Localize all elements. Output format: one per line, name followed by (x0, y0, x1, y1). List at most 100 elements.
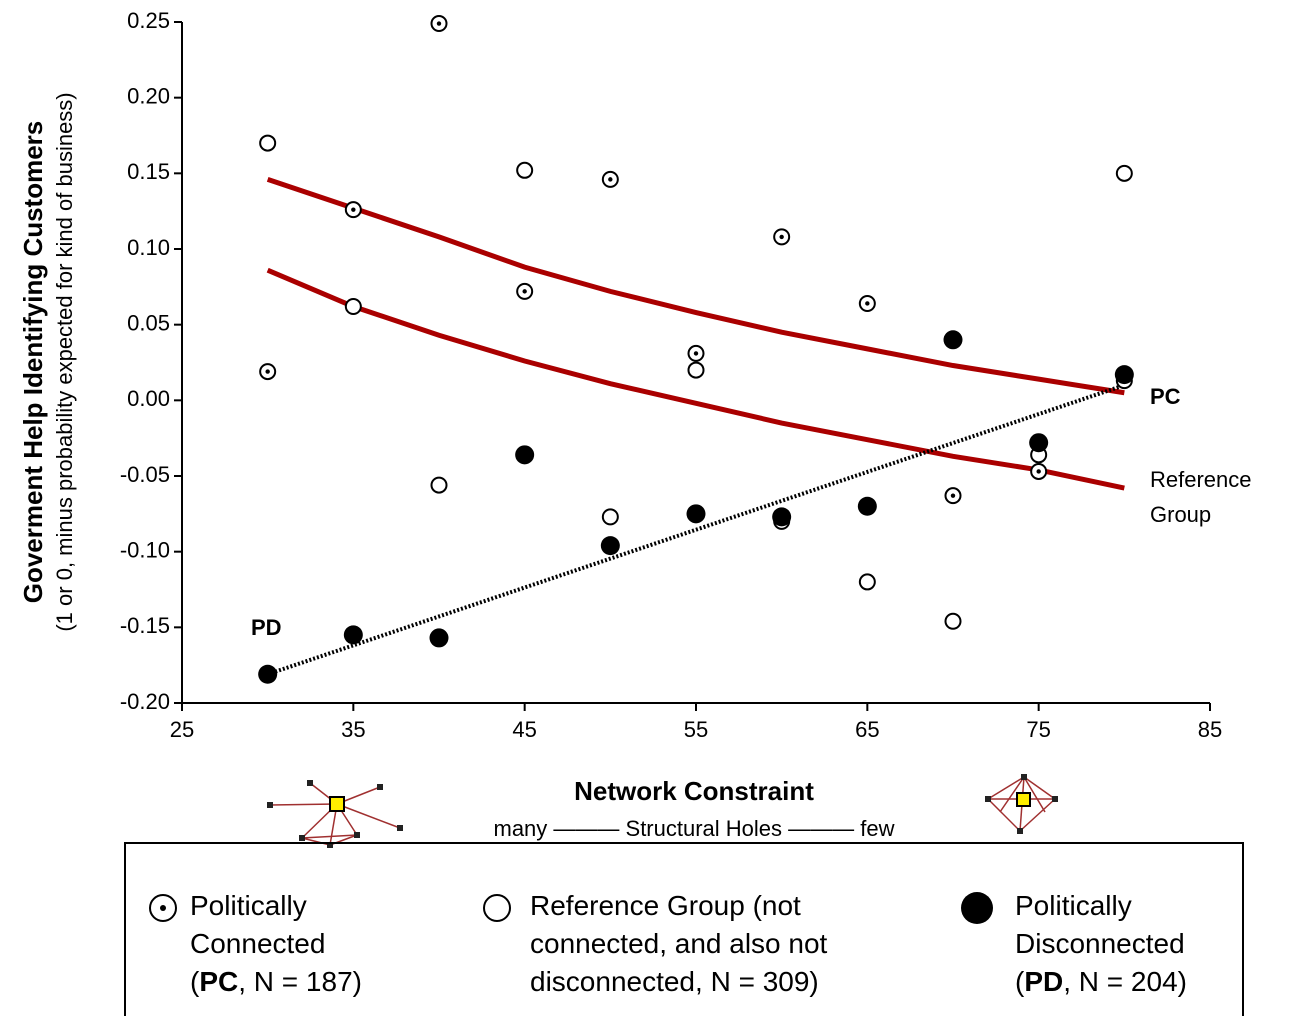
point (516, 282, 534, 300)
point (773, 228, 791, 246)
point (1029, 433, 1049, 453)
point (430, 476, 448, 494)
legend-label: Politically (190, 890, 307, 921)
point-ring (858, 573, 876, 591)
point (1114, 365, 1134, 385)
point (515, 445, 535, 465)
x-tick-label: 85 (1198, 717, 1222, 742)
legend-label: disconnected, N = 309) (530, 966, 819, 997)
point (483, 894, 511, 922)
point-ring (516, 161, 534, 179)
point (259, 134, 277, 152)
point (961, 892, 993, 924)
legend-text: Politically (1015, 890, 1132, 921)
point-ring (259, 134, 277, 152)
point-ring (944, 612, 962, 630)
legend-text: Connected (190, 928, 325, 959)
legend-label: Disconnected (1015, 928, 1185, 959)
y-axis-title: Goverment Help Identifying Customers (18, 121, 48, 604)
point-ring (601, 508, 619, 526)
point-dot (160, 905, 166, 911)
point (344, 201, 362, 219)
point-dot (693, 351, 699, 356)
legend-label: Reference Group (not (530, 890, 801, 921)
x-tick-label: 65 (855, 717, 879, 742)
point (601, 508, 619, 526)
x-axis-title: Network Constraint (574, 776, 814, 806)
point (687, 344, 705, 362)
legend-text: PC (199, 966, 238, 997)
x-tick-label: 35 (341, 717, 365, 742)
point-dot (522, 289, 527, 294)
point (772, 507, 792, 527)
x-tick-label: 75 (1026, 717, 1050, 742)
y-tick-label: 0.20 (127, 83, 170, 108)
fit-line (267, 383, 1125, 677)
legend-text: ( (190, 966, 200, 997)
point (344, 298, 362, 316)
point (600, 536, 620, 556)
point (149, 894, 177, 922)
x-tick-label: 45 (512, 717, 536, 742)
point (601, 170, 619, 188)
point-dot (351, 207, 356, 212)
point (943, 330, 963, 350)
fit-line (266, 177, 1125, 396)
y-tick-label: 0.00 (127, 386, 170, 411)
y-tick-label: -0.15 (120, 613, 170, 638)
legend-text: ( (1015, 966, 1025, 997)
point (259, 363, 277, 381)
annotation: PD (251, 615, 282, 640)
legend-text: Politically (190, 890, 307, 921)
point-dot (1036, 469, 1041, 474)
legend-text: connected, and also not (530, 928, 828, 959)
point-dot (608, 177, 613, 182)
point (858, 294, 876, 312)
y-axis-subtitle: (1 or 0, minus probability expected for … (52, 92, 77, 631)
point (516, 161, 534, 179)
fit-line (266, 267, 1125, 491)
point (430, 15, 448, 33)
point (857, 496, 877, 516)
point-dot (865, 301, 870, 306)
point-dot (779, 234, 784, 240)
point (429, 628, 449, 648)
point (1115, 164, 1133, 182)
x-tick-label: 55 (684, 717, 708, 742)
legend-label: connected, and also not (530, 928, 828, 959)
annotation: PC (1150, 384, 1181, 409)
legend-label: (PD, N = 204) (1015, 966, 1187, 997)
y-tick-label: 0.25 (127, 8, 170, 33)
x-tick-label: 25 (170, 717, 194, 742)
y-tick-label: 0.10 (127, 235, 170, 260)
point (258, 664, 278, 684)
annotation: Group (1150, 502, 1211, 527)
y-tick-label: 0.15 (127, 159, 170, 184)
x-axis-subtitle: many ——— Structural Holes ——— few (494, 816, 895, 841)
point (1030, 462, 1048, 480)
legend-text: Disconnected (1015, 928, 1185, 959)
y-tick-label: -0.10 (120, 537, 170, 562)
network-icon-dense (985, 774, 1058, 834)
point-ring (483, 894, 511, 922)
y-tick-label: 0.05 (127, 310, 170, 335)
point (944, 487, 962, 505)
legend-label: Politically (1015, 890, 1132, 921)
point (944, 612, 962, 630)
y-tick-label: -0.05 (120, 462, 170, 487)
legend-box (124, 842, 1244, 1016)
annotation: Reference (1150, 467, 1252, 492)
point-dot (436, 21, 442, 26)
point-ring (430, 476, 448, 494)
point (858, 573, 876, 591)
legend-text: disconnected, N = 309) (530, 966, 819, 997)
point-dot (950, 493, 956, 498)
point-ring (344, 298, 362, 316)
legend-text: , N = 204) (1063, 966, 1187, 997)
legend-text: , N = 187) (238, 966, 362, 997)
legend-label: Connected (190, 928, 325, 959)
point (687, 361, 705, 379)
point-ring (687, 361, 705, 379)
point (343, 625, 363, 645)
